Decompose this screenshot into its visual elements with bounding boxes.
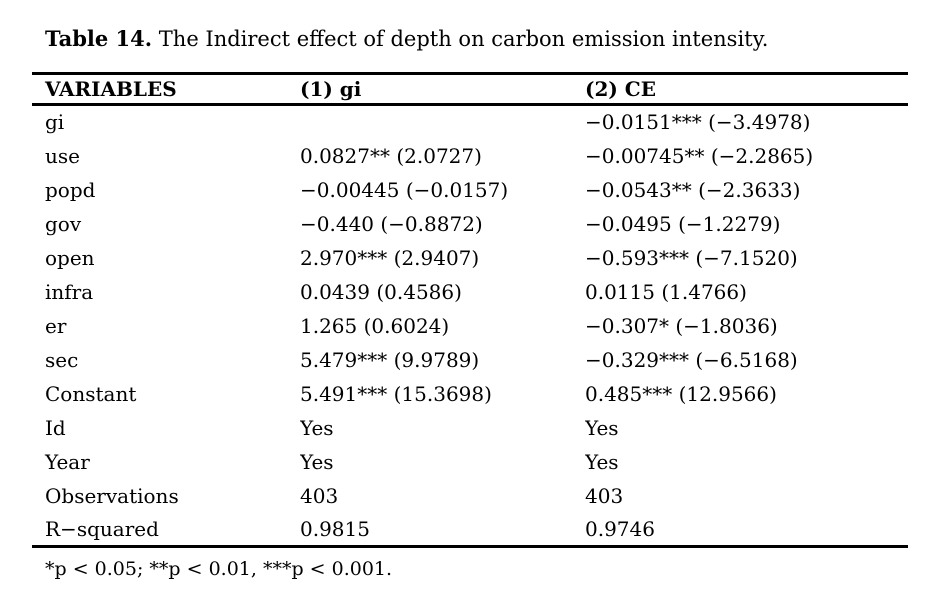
value-cell: 0.0439 (0.4586) (300, 279, 462, 304)
significance-footnote: *p < 0.05; **p < 0.01, ***p < 0.001. (45, 558, 393, 580)
table-row: Constant 5.491*** (15.3698) 0.485*** (12.9… (32, 377, 908, 411)
table-body: gi −0.0151*** (−3.4978) use 0.0827** (2.072… (32, 105, 908, 547)
table-row: sec 5.479*** (9.9789) −0.329*** (−6.5168) (32, 343, 908, 377)
value-cell: −0.0543** (−2.3633) (585, 177, 801, 202)
table-row: Year Yes Yes (32, 445, 908, 479)
value-cell: 0.9815 (300, 516, 370, 541)
value-cell: −0.440 (−0.8872) (300, 211, 483, 236)
value-cell: −0.00445 (−0.0157) (300, 177, 509, 202)
value-cell: 5.479*** (9.9789) (300, 347, 480, 372)
table-title-text: The Indirect effect of depth on carbon e… (158, 27, 769, 51)
table-row: Id Yes Yes (32, 411, 908, 445)
value-cell: Yes (585, 415, 619, 440)
table-title: Table 14. The Indirect effect of depth o… (45, 26, 908, 52)
regression-table: VARIABLES (1) gi (2) CE gi −0.0151*** (−3… (32, 72, 908, 548)
variable-cell: open (45, 245, 95, 270)
value-cell: Yes (585, 449, 619, 474)
table-row: infra 0.0439 (0.4586) 0.0115 (1.4766) (32, 275, 908, 309)
table-title-label: Table 14. (45, 26, 153, 51)
table-header: VARIABLES (1) gi (2) CE (32, 74, 908, 105)
column-header-model-2: (2) CE (585, 77, 656, 101)
value-cell: 1.265 (0.6024) (300, 313, 450, 338)
value-cell: 0.485*** (12.9566) (585, 381, 777, 406)
column-header-variables: VARIABLES (45, 77, 177, 101)
table-row: er 1.265 (0.6024) −0.307* (−1.8036) (32, 309, 908, 343)
value-cell: 5.491*** (15.3698) (300, 381, 492, 406)
value-cell: 0.0115 (1.4766) (585, 279, 747, 304)
table-row: open 2.970*** (2.9407) −0.593*** (−7.1520) (32, 241, 908, 275)
value-cell: 2.970*** (2.9407) (300, 245, 480, 270)
value-cell: −0.0495 (−1.2279) (585, 211, 781, 236)
value-cell (300, 105, 585, 139)
value-cell: 0.0827** (2.0727) (300, 143, 482, 168)
value-cell: −0.0151*** (−3.4978) (585, 110, 811, 135)
header-row: VARIABLES (1) gi (2) CE (32, 74, 908, 105)
variable-cell: infra (45, 279, 94, 304)
table-row: popd −0.00445 (−0.0157) −0.0543** (−2.3633… (32, 173, 908, 207)
value-cell: −0.307* (−1.8036) (585, 313, 778, 338)
variable-cell: use (45, 143, 80, 168)
variable-cell: sec (45, 347, 79, 372)
variable-cell: Observations (45, 483, 179, 508)
variable-cell: Year (45, 449, 90, 474)
variable-cell: er (45, 313, 67, 338)
variable-cell: Id (45, 415, 66, 440)
value-cell: Yes (300, 449, 334, 474)
value-cell: 0.9746 (585, 516, 655, 541)
variable-cell: gov (45, 211, 82, 236)
value-cell: 403 (300, 483, 339, 508)
table-row: use 0.0827** (2.0727) −0.00745** (−2.2865) (32, 139, 908, 173)
table-row: R−squared 0.9815 0.9746 (32, 513, 908, 547)
column-header-model-1: (1) gi (300, 77, 362, 101)
value-cell: 403 (585, 483, 624, 508)
variable-cell: popd (45, 177, 96, 202)
table-row: gi −0.0151*** (−3.4978) (32, 105, 908, 139)
table-row: Observations 403 403 (32, 479, 908, 513)
value-cell: Yes (300, 415, 334, 440)
table-row: gov −0.440 (−0.8872) −0.0495 (−1.2279) (32, 207, 908, 241)
variable-cell: R−squared (45, 516, 159, 541)
value-cell: −0.593*** (−7.1520) (585, 245, 798, 270)
variable-cell: Constant (45, 381, 137, 406)
value-cell: −0.00745** (−2.2865) (585, 143, 814, 168)
variable-cell: gi (45, 110, 65, 135)
value-cell: −0.329*** (−6.5168) (585, 347, 798, 372)
